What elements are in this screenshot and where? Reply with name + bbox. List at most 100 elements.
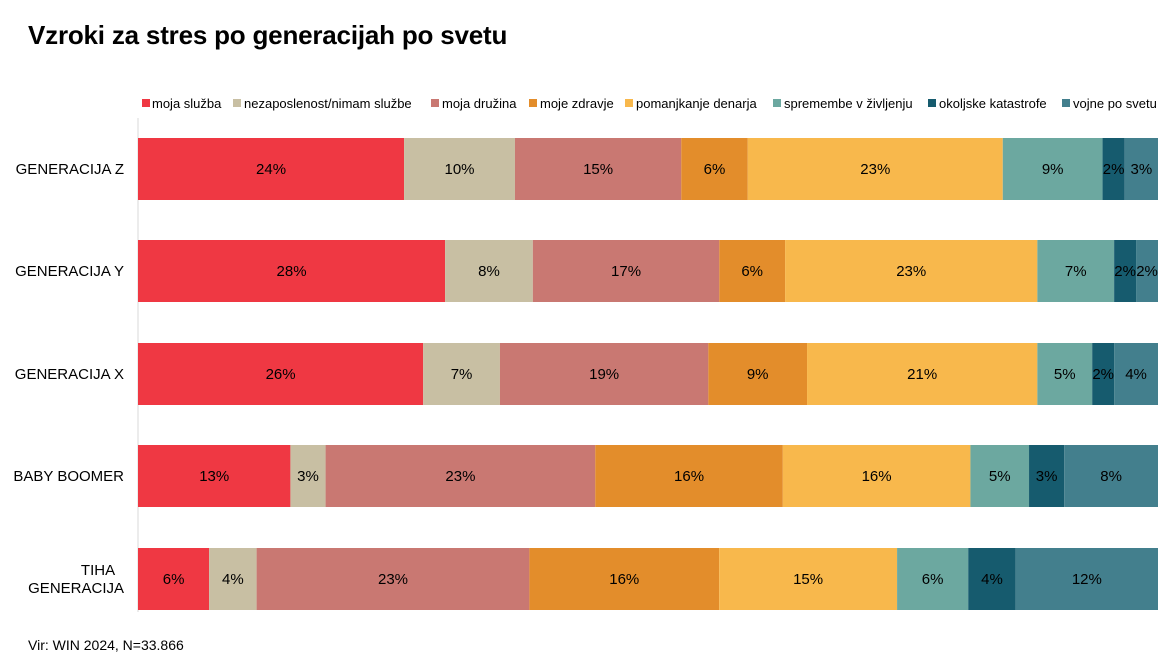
legend-item: moja družina xyxy=(431,96,517,111)
data-label: 23% xyxy=(378,571,408,588)
bar-segment xyxy=(290,445,326,507)
data-label: 2% xyxy=(1114,263,1136,280)
data-label: 3% xyxy=(1036,468,1058,485)
data-label: 23% xyxy=(860,161,890,178)
category-label: GENERACIJA Z xyxy=(16,161,124,178)
legend-label: vojne po svetu xyxy=(1073,96,1157,111)
data-label: 2% xyxy=(1136,263,1158,280)
bar-segment xyxy=(1092,343,1115,405)
data-label: 12% xyxy=(1072,571,1102,588)
data-label: 9% xyxy=(1042,161,1064,178)
bar-segment xyxy=(1114,240,1137,302)
category-label: BABY BOOMER xyxy=(13,468,124,485)
bar-row: 13% 3% 23% 16% 16% 5% 3% 8% xyxy=(138,445,1158,507)
data-label: 16% xyxy=(862,468,892,485)
bar-segment xyxy=(1037,343,1093,405)
data-label: 9% xyxy=(747,366,769,383)
data-label: 4% xyxy=(981,571,1003,588)
bar-segment xyxy=(970,445,1030,507)
bar-segment xyxy=(138,445,291,507)
bar-segment xyxy=(719,548,898,610)
data-label: 16% xyxy=(674,468,704,485)
bar-row: 26% 7% 19% 9% 21% 5% 2% 4% xyxy=(138,343,1158,405)
bar-segment xyxy=(1102,138,1125,200)
category-label: TIHA GENERACIJA xyxy=(28,562,124,597)
data-label: 6% xyxy=(704,161,726,178)
data-label: 2% xyxy=(1103,161,1125,178)
bar-segment xyxy=(708,343,808,405)
legend-swatch xyxy=(142,99,150,107)
legend-item: nezaposlenost/nimam službe xyxy=(233,96,412,111)
data-label: 17% xyxy=(611,263,641,280)
data-label: 5% xyxy=(989,468,1011,485)
data-label: 6% xyxy=(741,263,763,280)
bar-row: 6% 4% 23% 16% 15% 6% 4% 12% xyxy=(138,548,1158,610)
data-label: 2% xyxy=(1092,366,1114,383)
data-label: 26% xyxy=(266,366,296,383)
bar-segment xyxy=(897,548,969,610)
data-label: 3% xyxy=(1131,161,1153,178)
bar-segment xyxy=(209,548,257,610)
bar-segment xyxy=(423,343,500,405)
legend-item: vojne po svetu xyxy=(1062,96,1157,111)
data-label: 23% xyxy=(445,468,475,485)
bar-segment xyxy=(529,548,720,610)
bar-segment xyxy=(1015,548,1158,610)
data-label: 4% xyxy=(222,571,244,588)
bar-segment xyxy=(138,343,424,405)
bar-row: 28% 8% 17% 6% 23% 7% 2% 2% xyxy=(138,240,1158,302)
legend-item: okoljske katastrofe xyxy=(928,96,1047,111)
data-label: 21% xyxy=(907,366,937,383)
bar-segment xyxy=(747,138,1003,200)
legend-item: moje zdravje xyxy=(529,96,614,111)
bar-segment xyxy=(138,138,405,200)
bar-segment xyxy=(404,138,515,200)
bar-segment xyxy=(138,240,446,302)
data-label: 8% xyxy=(478,263,500,280)
bar-segment xyxy=(499,343,709,405)
category-label: GENERACIJA Y xyxy=(15,263,124,280)
legend-label: moja služba xyxy=(152,96,222,111)
legend-label: okoljske katastrofe xyxy=(939,96,1047,111)
legend-label: nezaposlenost/nimam službe xyxy=(244,96,412,111)
bar-segment xyxy=(1136,240,1158,302)
legend-swatch xyxy=(431,99,439,107)
source-note: Vir: WIN 2024, N=33.866 xyxy=(28,637,184,653)
bar-segment xyxy=(138,548,210,610)
legend-item: moja služba xyxy=(142,96,222,111)
legend-label: pomanjkanje denarja xyxy=(636,96,757,111)
data-label: 13% xyxy=(199,468,229,485)
bars: 24% 10% 15% 6% 23% 9% 2% 3%28% 8% 17% 6% 23% 7% 2% 2%2… xyxy=(138,138,1158,610)
legend-label: moje zdravje xyxy=(540,96,614,111)
bar-segment xyxy=(807,343,1038,405)
bar-row: 24% 10% 15% 6% 23% 9% 2% 3% xyxy=(138,138,1158,200)
bar-segment xyxy=(514,138,682,200)
bar-segment xyxy=(325,445,596,507)
bar-segment xyxy=(1037,240,1115,302)
legend-swatch xyxy=(1062,99,1070,107)
data-label: 4% xyxy=(1125,366,1147,383)
legend-swatch xyxy=(773,99,781,107)
bar-segment xyxy=(782,445,971,507)
data-label: 28% xyxy=(277,263,307,280)
legend-swatch xyxy=(625,99,633,107)
data-label: 3% xyxy=(297,468,319,485)
legend-item: pomanjkanje denarja xyxy=(625,96,757,111)
legend-swatch xyxy=(928,99,936,107)
legend-swatch xyxy=(529,99,537,107)
legend: moja služba nezaposlenost/nimam službe moj… xyxy=(142,96,1157,111)
data-label: 7% xyxy=(1065,263,1087,280)
legend-item: spremembe v življenju xyxy=(773,96,913,111)
bar-segment xyxy=(445,240,533,302)
data-label: 19% xyxy=(589,366,619,383)
legend-swatch xyxy=(233,99,241,107)
bar-segment xyxy=(968,548,1016,610)
bar-segment xyxy=(1002,138,1103,200)
bar-segment xyxy=(681,138,748,200)
data-label: 10% xyxy=(445,161,475,178)
bar-segment xyxy=(1064,445,1158,507)
category-label: GENERACIJA X xyxy=(15,366,124,383)
data-label: 8% xyxy=(1100,468,1122,485)
bar-segment xyxy=(719,240,786,302)
